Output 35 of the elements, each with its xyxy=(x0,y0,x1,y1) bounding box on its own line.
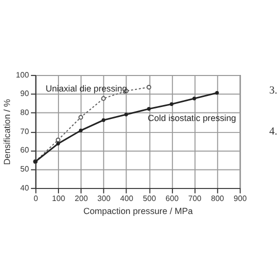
text: 3. xyxy=(269,84,278,97)
y-tick-label: 70 xyxy=(20,126,30,136)
x-tick-label: 800 xyxy=(210,194,225,204)
point xyxy=(102,118,106,122)
point xyxy=(124,112,128,116)
point xyxy=(170,102,174,106)
x-tick-label: 400 xyxy=(120,194,134,204)
y-tick-label: 60 xyxy=(20,146,30,155)
y-tick-label: 40 xyxy=(20,183,30,192)
point xyxy=(56,142,60,146)
point xyxy=(215,91,219,95)
y-tick-label: 80 xyxy=(20,108,30,118)
x-tick-label: 500 xyxy=(142,194,157,204)
point xyxy=(78,115,84,120)
y-tick-label: 50 xyxy=(20,164,30,174)
x-tick-label: 200 xyxy=(74,194,88,204)
x-tick-label: 600 xyxy=(166,194,180,204)
point xyxy=(192,96,196,100)
y-axis-title: Densification / % xyxy=(2,98,12,165)
series-label: Cold isostatic pressing xyxy=(148,112,236,123)
x-tick-label: 100 xyxy=(52,194,66,204)
point xyxy=(101,96,106,101)
point xyxy=(147,107,151,111)
x-tick-label: 700 xyxy=(188,194,202,204)
text: 4. xyxy=(269,125,278,138)
x-tick-label: 300 xyxy=(97,194,112,204)
x-tick-label: 0 xyxy=(34,194,39,204)
point xyxy=(146,84,152,90)
y-tick-label: 90 xyxy=(20,89,30,98)
point xyxy=(56,138,60,142)
x-tick-label: 900 xyxy=(234,194,248,204)
series-label: Uniaxial die pressing xyxy=(46,83,128,94)
point xyxy=(78,128,83,132)
x-axis-title: Compaction pressure / MPa xyxy=(83,206,193,216)
y-tick-label: 100 xyxy=(16,70,30,80)
